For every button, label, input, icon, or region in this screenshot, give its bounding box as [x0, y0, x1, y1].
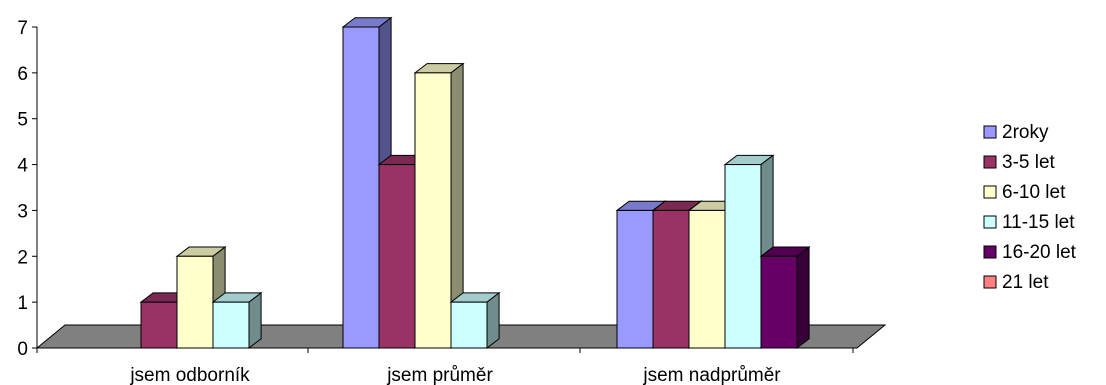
legend-swatch [983, 215, 997, 229]
x-category-label: jsem průměr [386, 365, 493, 385]
legend-label: 16-20 let [1002, 242, 1077, 263]
legend-item: 3-5 let [983, 152, 1056, 173]
bar-front [724, 164, 762, 349]
bar-side [486, 291, 500, 350]
bar-front [212, 301, 250, 349]
bar-front [450, 301, 488, 349]
x-category-label: jsem odborník [129, 365, 250, 385]
y-tick-label: 2 [17, 247, 28, 268]
bar-front [688, 209, 726, 349]
bar [449, 291, 501, 350]
bar-front [616, 209, 654, 349]
y-tick-label: 0 [17, 339, 28, 360]
bar [413, 62, 465, 350]
legend-label: 21 let [1002, 272, 1049, 293]
bar-front [414, 72, 452, 349]
legend-swatch [983, 125, 997, 139]
legend-swatch [983, 185, 997, 199]
legend-swatch [983, 275, 997, 289]
bar-front [378, 164, 416, 349]
y-tick-label: 6 [17, 64, 28, 85]
legend-swatch [983, 245, 997, 259]
bar-front [140, 301, 178, 349]
bar-front [342, 26, 380, 349]
bar [211, 291, 263, 350]
legend-item: 6-10 let [983, 182, 1066, 203]
bar-front [760, 255, 798, 349]
legend-label: 3-5 let [1002, 152, 1056, 173]
chart-bars [139, 16, 811, 350]
bar [759, 246, 811, 350]
x-category-label: jsem nadprůměr [642, 365, 781, 385]
y-tick-label: 4 [17, 156, 28, 177]
y-tick-label: 5 [17, 110, 28, 131]
chart-axes: 0 1 2 3 4 5 6 7 jsem odborník jsem průměr jsem nad… [17, 18, 857, 385]
legend-item: 16-20 let [983, 242, 1077, 263]
chart-legend: 2roky 3-5 let 6-10 let 11-15 let 16-20 let 21… [983, 122, 1077, 293]
bar-side [796, 246, 810, 350]
bar-front [176, 255, 214, 349]
legend-item: 21 let [983, 272, 1049, 293]
legend-swatch [983, 155, 997, 169]
y-tick-label: 7 [17, 18, 28, 39]
legend-label: 11-15 let [1002, 212, 1075, 233]
legend-item: 2roky [983, 122, 1049, 143]
y-tick-label: 1 [17, 293, 28, 314]
y-tick-label: 3 [17, 201, 28, 222]
bar-front [652, 209, 690, 349]
legend-item: 11-15 let [983, 212, 1075, 233]
legend-label: 2roky [1002, 122, 1049, 143]
legend-label: 6-10 let [1002, 182, 1066, 203]
bar-side [248, 291, 262, 350]
